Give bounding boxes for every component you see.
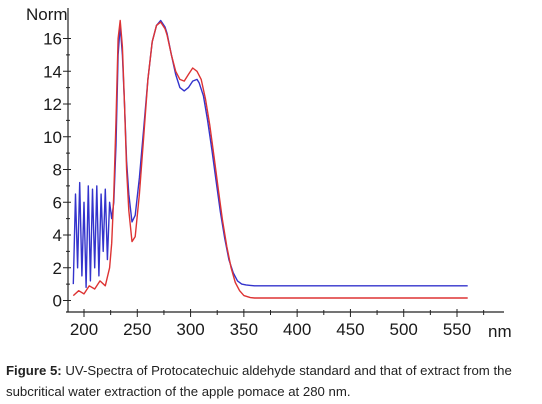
tick-layer: 0 2 4 6 8 10 12 14 16 200 250 300 350 400 450 500 550	[43, 30, 485, 339]
x-axis-label: nm	[488, 322, 512, 341]
y-tick-label: 0	[53, 292, 62, 311]
x-tick-label: 450	[336, 320, 364, 339]
spectra-chart: 0 2 4 6 8 10 12 14 16 200 250 300 350 400 450 500 550 No…	[26, 5, 512, 341]
series-layer	[72, 19, 468, 299]
x-tick-label: 200	[70, 320, 98, 339]
y-tick-label: 12	[43, 95, 62, 114]
x-tick-label: 350	[230, 320, 258, 339]
y-axis-label: Norm	[26, 5, 68, 24]
x-tick-label: 250	[123, 320, 151, 339]
x-tick-label: 400	[283, 320, 311, 339]
y-tick-label: 10	[43, 128, 62, 147]
series-red-line	[72, 19, 468, 299]
series-blue-line	[72, 19, 468, 289]
caption-text: UV-Spectra of Protocatechuic aldehyde st…	[6, 363, 512, 399]
caption-label: Figure 5:	[6, 363, 62, 378]
y-tick-label: 2	[53, 259, 62, 278]
x-tick-label: 550	[443, 320, 471, 339]
chart-axes	[66, 8, 504, 313]
figure-caption: Figure 5: UV-Spectra of Protocatechuic a…	[6, 360, 538, 402]
y-tick-label: 6	[53, 193, 62, 212]
x-tick-label: 300	[176, 320, 204, 339]
y-tick-label: 14	[43, 62, 62, 81]
y-tick-label: 8	[53, 161, 62, 180]
x-tick-label: 500	[390, 320, 418, 339]
y-tick-label: 4	[53, 226, 62, 245]
y-tick-label: 16	[43, 30, 62, 49]
